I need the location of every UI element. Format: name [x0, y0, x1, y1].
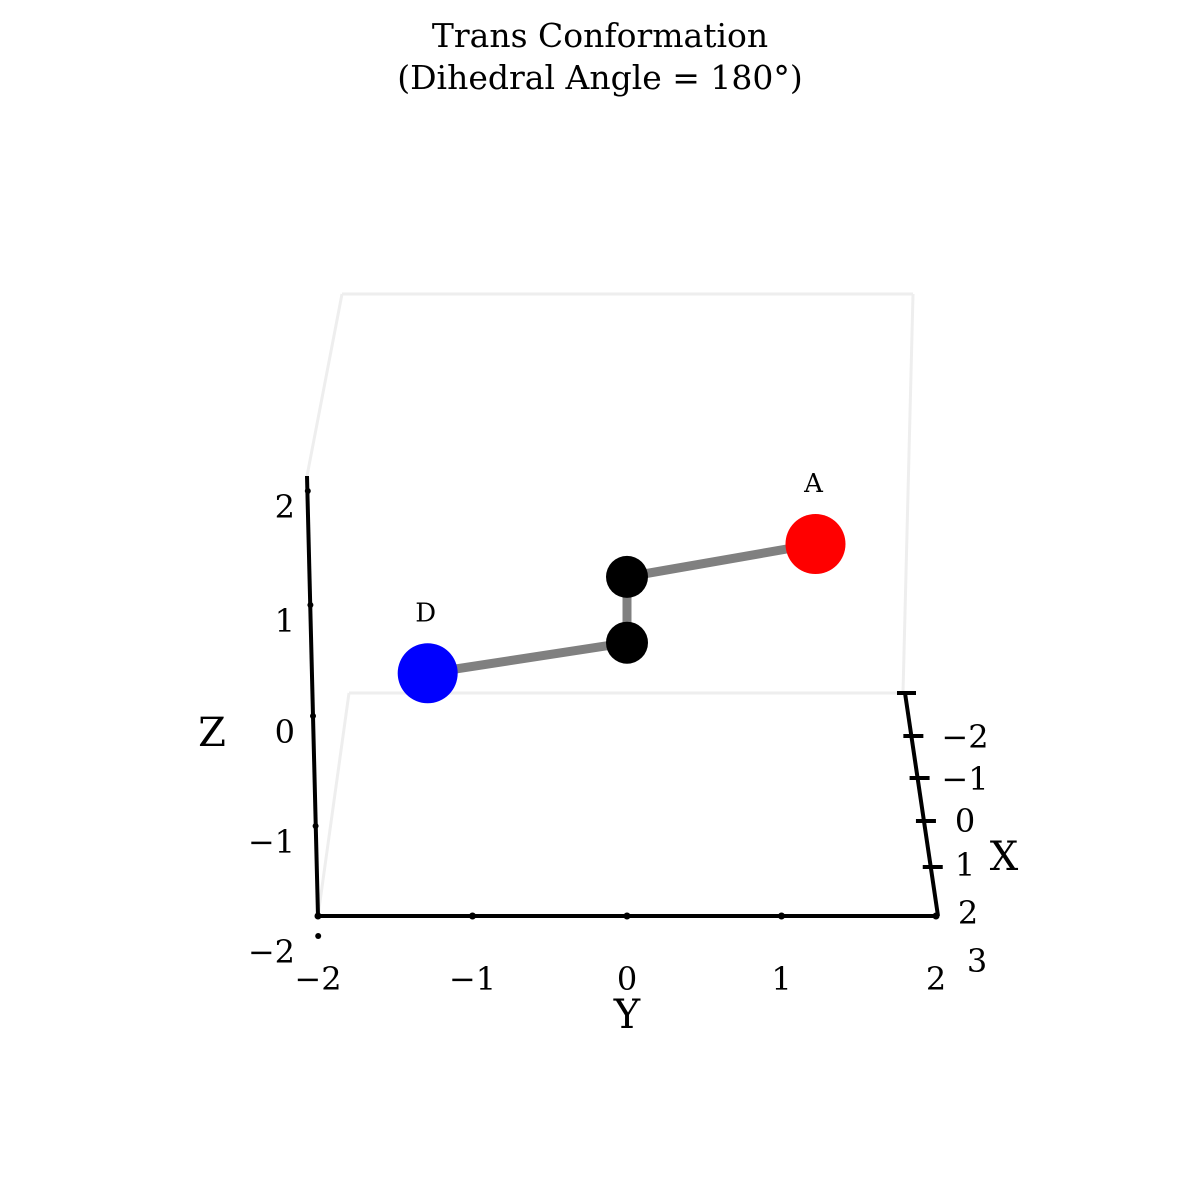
- pane-edge-floor-left: [316, 692, 351, 917]
- x-tick-label: 1: [955, 846, 975, 884]
- atom-carbon: [606, 621, 648, 664]
- y-tick-mark: [932, 912, 940, 920]
- z-tick-mark: [307, 602, 314, 608]
- atom-label: A: [803, 469, 824, 499]
- bond-line: [423, 638, 632, 678]
- chart-subtitle: (Dihedral Angle = 180°): [397, 58, 803, 97]
- y-tick-mark: [778, 912, 785, 920]
- y-tick-label: 2: [926, 960, 946, 998]
- x-tick-label: 3: [967, 942, 987, 980]
- z-tick-label: −2: [248, 933, 295, 971]
- bond-line: [622, 539, 820, 582]
- y-tick-label: −1: [449, 960, 496, 998]
- atom-d: [397, 643, 458, 704]
- atom-a: [785, 514, 846, 574]
- x-tick-label: 2: [958, 894, 978, 932]
- z-axis-label: Z: [198, 710, 226, 756]
- z-tick-label: 2: [275, 488, 295, 526]
- z-tick-mark: [315, 933, 322, 939]
- chart-title: Trans Conformation: [431, 16, 769, 55]
- pane-edge-back-right: [901, 293, 915, 694]
- y-tick-mark: [469, 912, 476, 920]
- z-tick-label: 1: [275, 602, 295, 640]
- atoms-group: [397, 514, 846, 704]
- x-tick-label: −2: [941, 718, 988, 756]
- pane-edges: [305, 292, 915, 917]
- z-tick-mark: [304, 488, 311, 494]
- y-tick-label: −2: [294, 960, 341, 998]
- z-tick-label: 0: [275, 713, 295, 751]
- z-tick-mark: [312, 823, 319, 829]
- x-tick-label: 0: [955, 802, 975, 840]
- y-tick-mark: [623, 912, 631, 920]
- pane-edge-back-left: [305, 293, 344, 477]
- y-tick-label: 1: [771, 960, 791, 998]
- y-tick-mark: [314, 912, 322, 920]
- x-tick-label: −1: [941, 760, 988, 798]
- z-tick-label: −1: [248, 823, 295, 861]
- y-tick-label: 0: [617, 960, 637, 998]
- labels-group: Y Z X A D: [198, 469, 1019, 1038]
- z-tick-mark: [310, 713, 316, 719]
- x-axis-label: X: [990, 834, 1019, 880]
- y-axis-label: Y: [613, 992, 641, 1038]
- z-axis-line: [305, 475, 320, 917]
- atom-label: D: [415, 598, 436, 628]
- atom-carbon: [606, 555, 648, 598]
- x-axis-line: [903, 692, 940, 917]
